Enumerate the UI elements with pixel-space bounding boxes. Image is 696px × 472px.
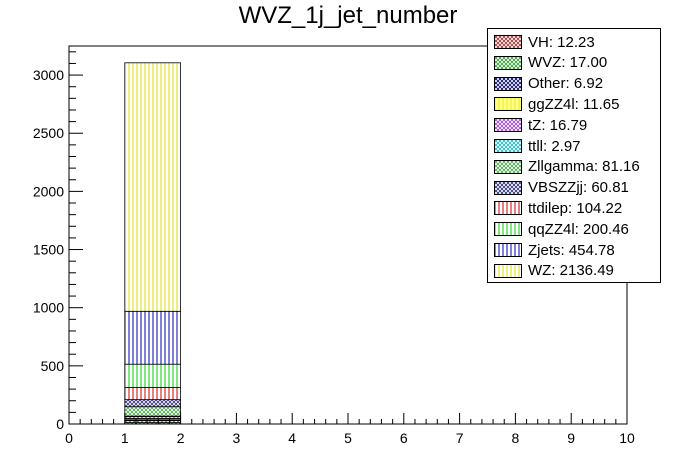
bar-segment-zllgamma (124, 406, 182, 417)
x-tick-label: 7 (456, 430, 464, 446)
legend-entry: VH: 12.23 (494, 32, 595, 52)
legend-swatch (494, 35, 522, 49)
legend-swatch (494, 222, 522, 237)
legend-label: tZ: 16.79 (528, 116, 588, 134)
x-tick-label: 9 (567, 430, 575, 446)
y-tick-label: 1500 (33, 242, 64, 258)
x-tick-label: 1 (121, 430, 129, 446)
legend-label: WZ: 2136.49 (528, 262, 614, 280)
y-tick-label: 1000 (33, 300, 64, 316)
legend-label: qqZZ4l: 200.46 (528, 220, 629, 238)
x-tick-label: 6 (400, 430, 408, 446)
x-tick-label: 0 (65, 430, 73, 446)
legend-entry: Zjets: 454.78 (494, 240, 615, 260)
legend-entry: ttll: 2.97 (494, 136, 581, 156)
legend-swatch (494, 263, 522, 278)
legend-entry: tZ: 16.79 (494, 115, 587, 135)
bar-segment-qqzz4l (124, 363, 182, 388)
x-tick-label: 10 (619, 430, 635, 446)
legend-swatch (494, 97, 522, 112)
x-tick-label: 3 (233, 430, 241, 446)
legend-entry: ggZZ4l: 11.65 (494, 94, 619, 114)
legend-swatch (494, 201, 522, 216)
y-tick-label: 3000 (33, 67, 64, 83)
legend-entry: Other: 6.92 (494, 74, 603, 94)
legend-swatch (494, 180, 522, 195)
legend-entry: Zllgamma: 81.16 (494, 157, 640, 177)
legend-label: Zjets: 454.78 (528, 241, 615, 259)
legend-label: Zllgamma: 81.16 (528, 158, 640, 176)
legend-entry: ttdilep: 104.22 (494, 198, 622, 218)
legend-entry: VBSZZjj: 60.81 (494, 178, 629, 198)
legend-entry: WZ: 2136.49 (494, 261, 614, 281)
legend-entry: qqZZ4l: 200.46 (494, 219, 629, 239)
legend-swatch (494, 76, 522, 91)
bar-segment-zjets (124, 310, 182, 365)
bar-segment-wz (124, 62, 182, 312)
legend-label: ttdilep: 104.22 (528, 199, 623, 217)
legend-label: ttll: 2.97 (528, 137, 581, 155)
legend-label: ggZZ4l: 11.65 (528, 95, 620, 113)
legend-label: WVZ: 17.00 (528, 54, 608, 72)
x-tick-label: 2 (177, 430, 185, 446)
legend-label: VBSZZjj: 60.81 (528, 179, 629, 197)
legend-swatch (494, 159, 522, 174)
legend-swatch (494, 118, 522, 133)
bar-segment-vbszzjj (124, 399, 182, 408)
y-tick-label: 0 (56, 416, 64, 432)
y-tick-label: 2500 (33, 125, 64, 141)
x-tick-label: 5 (344, 430, 352, 446)
legend-label: Other: 6.92 (528, 75, 604, 93)
legend-label: VH: 12.23 (528, 33, 595, 51)
legend-swatch (494, 243, 522, 257)
bar-segment-ttdilep (124, 387, 182, 401)
y-tick-label: 500 (41, 358, 65, 374)
x-tick-label: 8 (512, 430, 520, 446)
x-tick-label: 4 (288, 430, 296, 446)
legend-swatch (494, 55, 522, 70)
legend-swatch (494, 139, 522, 153)
legend-entry: WVZ: 17.00 (494, 53, 607, 73)
chart-title: WVZ_1j_jet_number (238, 2, 458, 29)
legend: VH: 12.23 WVZ: 17.00 Other: 6.92 ggZZ4l: 11… (487, 28, 661, 283)
y-tick-label: 2000 (33, 183, 64, 199)
